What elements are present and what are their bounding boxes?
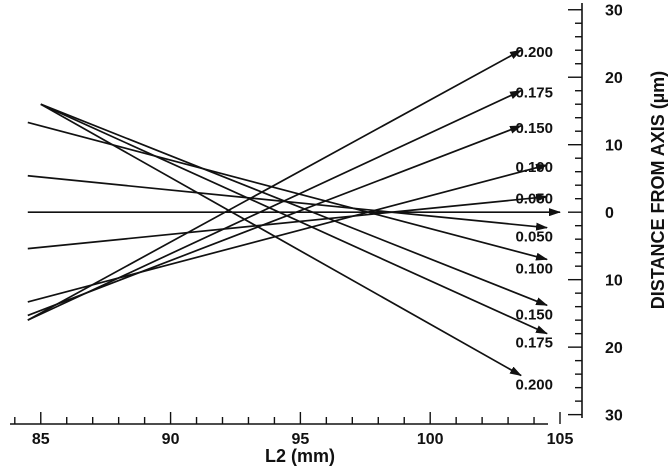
y-tick-label: 20 bbox=[605, 340, 623, 357]
ray-line bbox=[40, 103, 548, 335]
ray-line bbox=[27, 121, 548, 261]
x-tick-label: 95 bbox=[291, 431, 309, 448]
y-tick-label: 20 bbox=[605, 70, 623, 87]
ray-line bbox=[27, 163, 548, 303]
ray-line bbox=[40, 103, 548, 307]
ray-label: 0.200 bbox=[515, 376, 553, 393]
x-tick-label: 90 bbox=[162, 431, 180, 448]
ray-label: 0.100 bbox=[515, 159, 553, 176]
x-tick-label: 100 bbox=[417, 431, 444, 448]
ray-line bbox=[27, 89, 522, 321]
ray-label: 0.200 bbox=[515, 44, 553, 61]
ray-label: 0.175 bbox=[515, 335, 553, 352]
ray-line bbox=[40, 103, 522, 377]
ray-line bbox=[27, 49, 522, 321]
ray-line bbox=[27, 193, 549, 250]
x-axis: 85 90 95 100 105 bbox=[10, 412, 573, 448]
y-tick-label: 10 bbox=[605, 273, 623, 290]
ray-line bbox=[27, 125, 522, 317]
y-axis: 30 20 10 0 10 20 30 bbox=[568, 3, 623, 425]
ray-label: 0.050 bbox=[515, 191, 553, 208]
ray-label: 0.100 bbox=[515, 260, 553, 277]
y-tick-label: 30 bbox=[605, 408, 623, 425]
y-tick-label: 0 bbox=[605, 205, 614, 222]
y-tick-label: 30 bbox=[605, 3, 623, 20]
ray-label: 0.050 bbox=[515, 229, 553, 246]
y-axis-title: DISTANCE FROM AXIS (µm) bbox=[648, 71, 668, 309]
x-tick-label: 105 bbox=[547, 431, 574, 448]
x-axis-title: L2 (mm) bbox=[265, 446, 335, 466]
y-tick-label: 10 bbox=[605, 138, 623, 155]
ray-label: 0.150 bbox=[515, 306, 553, 323]
ray-label: 0.175 bbox=[515, 85, 553, 102]
ray-series-group bbox=[27, 49, 561, 377]
x-tick-label: 85 bbox=[32, 431, 50, 448]
ray-label: 0.150 bbox=[515, 120, 553, 137]
ray-label-group: 0.200 0.175 0.150 0.100 0.050 0.050 0.100 0.150… bbox=[515, 44, 553, 393]
